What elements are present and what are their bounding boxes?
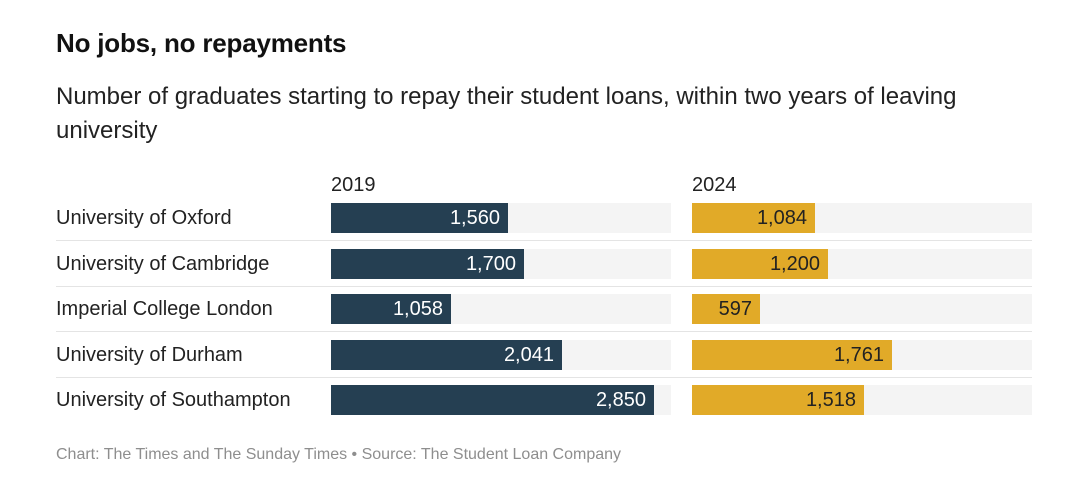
series-header-2024: 2024	[692, 174, 737, 196]
bar-track: 2,041	[331, 340, 671, 370]
category-label: University of Oxford	[56, 207, 232, 229]
category-label: University of Durham	[56, 344, 243, 366]
data-label-2024: 1,518	[805, 389, 856, 411]
category-label: University of Cambridge	[56, 253, 270, 275]
data-label-2024: 1,200	[769, 253, 820, 275]
bar-track: 1,058	[331, 294, 671, 324]
chart-footer: Chart: The Times and The Sunday Times • …	[56, 446, 622, 463]
row-divider	[56, 240, 1032, 241]
row-divider	[56, 286, 1032, 287]
bar-2024	[692, 385, 864, 415]
bar-2024	[692, 340, 892, 370]
bar-2024	[692, 249, 828, 279]
row-divider	[56, 377, 1032, 378]
bar-track: 1,200	[692, 249, 1032, 279]
data-label-2019: 2,850	[595, 389, 646, 411]
chart-subtitle: Number of graduates starting to repay th…	[56, 83, 957, 144]
bar-2024	[692, 203, 815, 233]
data-label-2024: 1,761	[833, 344, 884, 366]
bar-track: 2,850	[331, 385, 671, 415]
bar-track: 597	[692, 294, 1032, 324]
data-label-2019: 1,058	[392, 298, 443, 320]
bar-track: 1,700	[331, 249, 671, 279]
bar-2019	[331, 294, 451, 324]
data-label-2024: 1,084	[756, 207, 807, 229]
bar-track: 1,761	[692, 340, 1032, 370]
bar-2019	[331, 385, 654, 415]
bar-track: 1,560	[331, 203, 671, 233]
bar-2019	[331, 203, 508, 233]
data-label-2019: 1,700	[465, 253, 516, 275]
data-label-2024: 597	[718, 298, 752, 320]
series-header-2019: 2019	[331, 174, 376, 196]
category-label: Imperial College London	[56, 298, 273, 320]
bar-track: 1,084	[692, 203, 1032, 233]
category-label: University of Southampton	[56, 389, 291, 411]
bar-track: 1,518	[692, 385, 1032, 415]
row-divider	[56, 331, 1032, 332]
bar-2019	[331, 249, 524, 279]
bar-2019	[331, 340, 562, 370]
data-label-2019: 2,041	[503, 344, 554, 366]
chart-title: No jobs, no repayments	[56, 28, 347, 58]
data-label-2019: 1,560	[449, 207, 500, 229]
bar-2024	[692, 294, 760, 324]
